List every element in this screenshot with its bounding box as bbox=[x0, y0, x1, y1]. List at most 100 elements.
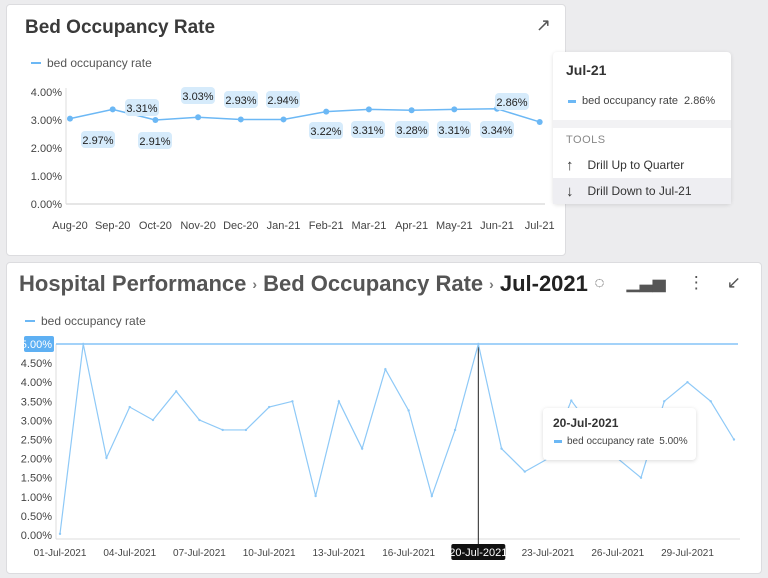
legend-label: bed occupancy rate bbox=[47, 56, 152, 70]
data-label: 3.31% bbox=[126, 103, 157, 115]
arrow-down-icon: ↓ bbox=[566, 182, 574, 200]
tooltip-row: bed occupancy rate 5.00% bbox=[543, 436, 696, 447]
data-label-bg bbox=[138, 132, 172, 149]
data-point bbox=[477, 342, 480, 346]
data-point bbox=[244, 428, 248, 432]
expand-icon[interactable]: ↗ bbox=[535, 15, 551, 35]
y-tick-label: 4.50% bbox=[21, 358, 52, 370]
data-point bbox=[195, 114, 202, 121]
data-point bbox=[198, 418, 201, 422]
context-popup: Jul-21 bed occupancy rate 2.86% TOOLS ↑ Dr… bbox=[553, 52, 731, 204]
breadcrumb-hospital-performance[interactable]: Hospital Performance bbox=[19, 271, 247, 296]
data-point bbox=[314, 494, 317, 498]
data-label: 2.93% bbox=[225, 95, 256, 107]
series-line bbox=[59, 343, 735, 534]
data-point bbox=[523, 470, 526, 473]
x-tick-label: Oct-20 bbox=[139, 220, 172, 232]
data-point bbox=[323, 108, 330, 115]
data-point bbox=[221, 428, 224, 432]
data-point bbox=[267, 405, 271, 409]
y-tick-label: 2.00% bbox=[31, 143, 62, 155]
data-point bbox=[732, 438, 736, 441]
data-label: 2.91% bbox=[139, 136, 170, 148]
series-label: bed occupancy rate bbox=[582, 95, 679, 107]
breadcrumb-current: Jul-2021 bbox=[499, 271, 588, 296]
x-tick-label: 01-Jul-2021 bbox=[34, 548, 87, 559]
data-label-bg bbox=[266, 91, 300, 108]
data-point bbox=[407, 409, 410, 412]
y-tick-label: 1.50% bbox=[21, 473, 52, 485]
data-label-bg bbox=[495, 93, 529, 110]
data-point bbox=[175, 390, 178, 393]
chart-legend[interactable]: bed occupancy rate bbox=[31, 56, 152, 70]
legend-label: bed occupancy rate bbox=[41, 314, 146, 328]
y-tick-label: 4.00% bbox=[21, 377, 52, 389]
insights-icon[interactable]: ◌ bbox=[594, 273, 605, 292]
x-tick-label: 20-Jul-2021 bbox=[449, 547, 507, 559]
breadcrumb: Hospital Performance › Bed Occupancy Rat… bbox=[19, 271, 588, 297]
more-vert-icon[interactable]: ⋮ bbox=[687, 273, 705, 292]
data-point bbox=[453, 428, 457, 432]
data-label-bg bbox=[224, 91, 258, 108]
y-tick-label: 0.50% bbox=[21, 511, 52, 523]
data-point bbox=[128, 405, 131, 409]
x-tick-label: 10-Jul-2021 bbox=[243, 548, 296, 559]
x-tick-label: Dec-20 bbox=[223, 220, 258, 232]
series-value: 5.00% bbox=[659, 436, 688, 447]
data-point bbox=[360, 447, 364, 450]
data-label-bg bbox=[437, 121, 471, 138]
x-tick-label: Feb-21 bbox=[309, 220, 344, 232]
series-swatch bbox=[568, 99, 576, 103]
y-tick-label: 4.00% bbox=[31, 87, 62, 99]
data-point bbox=[451, 106, 458, 113]
y-tick-label: 3.00% bbox=[31, 115, 62, 127]
y-tick-label: 0.00% bbox=[31, 199, 62, 211]
y-tick-label: 2.00% bbox=[21, 454, 52, 466]
drill-up-item[interactable]: ↑ Drill Up to Quarter bbox=[553, 152, 731, 178]
data-point bbox=[663, 400, 666, 403]
x-tick-label: Sep-20 bbox=[95, 220, 130, 232]
x-tick-label: 26-Jul-2021 bbox=[591, 548, 644, 559]
data-point bbox=[109, 106, 116, 113]
data-label-bg bbox=[351, 121, 385, 138]
data-label: 3.31% bbox=[352, 125, 383, 137]
data-point bbox=[58, 532, 62, 536]
data-label: 2.97% bbox=[82, 135, 113, 147]
data-label-bg bbox=[395, 121, 429, 138]
x-tick-label: 04-Jul-2021 bbox=[103, 548, 156, 559]
data-label-bg bbox=[480, 121, 514, 138]
collapse-arrow-icon[interactable]: ↙ bbox=[726, 273, 741, 292]
data-point bbox=[709, 400, 712, 403]
data-label: 3.03% bbox=[182, 91, 213, 103]
x-tick-label: 16-Jul-2021 bbox=[382, 548, 435, 559]
data-label: 3.28% bbox=[396, 125, 427, 137]
y-tick-label: 0.00% bbox=[21, 530, 52, 542]
bar-chart-icon[interactable]: ▁▃▅ bbox=[626, 273, 666, 292]
drill-down-item[interactable]: ↓ Drill Down to Jul-21 bbox=[553, 178, 731, 204]
chart-legend[interactable]: bed occupancy rate bbox=[25, 314, 146, 328]
series-line bbox=[69, 108, 540, 123]
x-tick-label: Jul-21 bbox=[525, 220, 555, 232]
data-label: 2.86% bbox=[496, 97, 527, 109]
data-label-bg bbox=[181, 87, 215, 104]
card-toolbar: ◌ ▁▃▅ ⋮ ↙ bbox=[594, 273, 741, 293]
data-point bbox=[152, 117, 159, 123]
data-label: 3.31% bbox=[438, 125, 469, 137]
card-title: Bed Occupancy Rate bbox=[25, 17, 216, 38]
data-point bbox=[105, 456, 108, 460]
data-point bbox=[67, 115, 73, 122]
data-point bbox=[536, 118, 543, 125]
x-tick-label: 13-Jul-2021 bbox=[312, 548, 365, 559]
data-point bbox=[365, 106, 372, 113]
data-point bbox=[408, 107, 415, 114]
breadcrumb-bed-occupancy-rate[interactable]: Bed Occupancy Rate bbox=[263, 271, 484, 296]
data-point bbox=[430, 494, 434, 498]
arrow-up-icon: ↑ bbox=[566, 156, 574, 174]
data-label-bg bbox=[125, 99, 159, 116]
data-point bbox=[291, 400, 294, 403]
x-tick-label: 29-Jul-2021 bbox=[661, 548, 714, 559]
x-tick-label: Jan-21 bbox=[267, 220, 301, 232]
tooltip-title: 20-Jul-2021 bbox=[553, 416, 619, 430]
